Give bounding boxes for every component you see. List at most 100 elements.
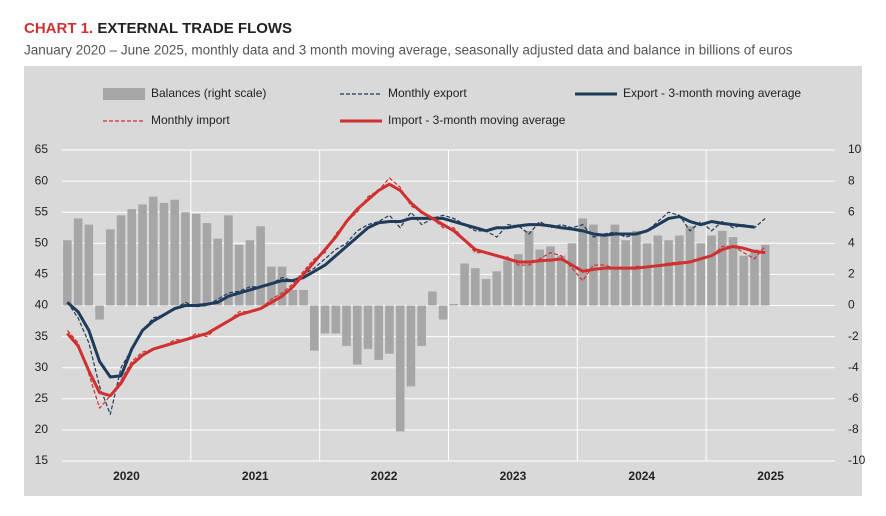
y2-tick-label: -8 — [848, 422, 859, 436]
bar — [524, 230, 534, 306]
y-tick-label: 55 — [35, 204, 49, 218]
bar — [675, 235, 684, 306]
bar — [320, 305, 330, 334]
bar — [181, 212, 190, 306]
x-tick-label: 2024 — [628, 469, 655, 483]
y2-tick-label: 8 — [848, 173, 855, 187]
legend-label: Balances (right scale) — [151, 86, 266, 100]
bar — [84, 224, 94, 306]
chart-subtitle: January 2020 – June 2025, monthly data a… — [24, 43, 793, 58]
bar — [428, 291, 437, 306]
bar — [599, 233, 609, 306]
bar — [460, 263, 469, 306]
average-line — [66, 182, 766, 398]
bar — [438, 305, 448, 320]
bar — [116, 215, 126, 306]
bar — [750, 249, 759, 306]
y-tick-label: 60 — [35, 173, 49, 187]
bar — [127, 209, 137, 306]
y-tick-label: 15 — [35, 453, 49, 467]
x-tick-label: 2020 — [113, 469, 140, 483]
y2-tick-label: 0 — [848, 298, 855, 312]
y-tick-label: 50 — [35, 235, 49, 249]
bar — [385, 305, 394, 354]
title-prefix: CHART 1. — [24, 20, 93, 37]
bar — [471, 268, 480, 306]
bar — [267, 266, 276, 306]
y-tick-label: 35 — [35, 329, 49, 343]
y-tick-label: 25 — [35, 391, 49, 405]
y2-tick-label: -4 — [848, 360, 859, 374]
bar — [567, 243, 577, 306]
legend-label: Export - 3-month moving average — [623, 86, 801, 100]
y2-tick-label: 6 — [848, 204, 855, 218]
x-tick-label: 2021 — [242, 469, 269, 483]
bar — [245, 240, 255, 306]
bar — [739, 255, 749, 306]
bar — [621, 240, 630, 306]
title-text: EXTERNAL TRADE FLOWS — [97, 20, 292, 37]
legend-label: Import - 3-month moving average — [388, 113, 566, 127]
bar — [492, 271, 502, 306]
bar — [331, 305, 341, 334]
bar — [707, 235, 716, 306]
bar — [653, 235, 663, 306]
bar — [417, 305, 426, 346]
bar — [546, 246, 555, 306]
bar — [374, 305, 384, 360]
bar — [535, 249, 545, 306]
bar — [395, 305, 405, 432]
y-tick-label: 40 — [35, 298, 49, 312]
bar — [106, 229, 115, 306]
legend-label: Monthly import — [151, 113, 230, 127]
bar — [503, 260, 512, 306]
bar — [234, 244, 244, 306]
y-tick-label: 65 — [35, 142, 49, 156]
bar — [148, 196, 158, 306]
x-tick-label: 2025 — [757, 469, 784, 483]
average-line — [66, 215, 755, 379]
bar — [760, 244, 770, 306]
bar — [299, 289, 308, 306]
x-tick-label: 2023 — [500, 469, 527, 483]
bar — [717, 230, 727, 306]
legend-label: Monthly export — [388, 86, 467, 100]
y2-tick-label: 4 — [848, 235, 855, 249]
bar — [342, 305, 351, 346]
bar — [578, 218, 587, 306]
bar — [170, 199, 180, 306]
y-tick-label: 20 — [35, 422, 49, 436]
y2-tick-label: 10 — [848, 142, 862, 156]
bar — [256, 226, 265, 306]
y-tick-label: 30 — [35, 360, 49, 374]
bar — [406, 305, 416, 387]
y2-tick-label: 2 — [848, 267, 855, 281]
bar — [664, 240, 673, 306]
bar — [642, 243, 652, 306]
bar — [202, 223, 212, 306]
y2-tick-label: -6 — [848, 391, 859, 405]
legend-swatch — [103, 88, 145, 100]
bar — [277, 266, 287, 306]
bar — [288, 289, 298, 306]
bar — [685, 226, 695, 306]
bar — [556, 255, 566, 306]
bar — [73, 218, 83, 306]
bar — [63, 240, 72, 306]
bar — [138, 204, 147, 306]
bar — [363, 305, 373, 350]
y2-tick-label: -10 — [848, 453, 866, 467]
bar — [610, 224, 620, 306]
bar — [213, 238, 222, 306]
bar — [310, 305, 319, 351]
bar — [449, 303, 459, 306]
bar — [589, 224, 598, 306]
bar — [513, 254, 523, 306]
bar — [95, 305, 104, 320]
bar — [191, 213, 201, 306]
bar — [728, 237, 738, 306]
y-tick-label: 45 — [35, 267, 49, 281]
bar — [352, 305, 362, 365]
bar — [481, 279, 491, 306]
